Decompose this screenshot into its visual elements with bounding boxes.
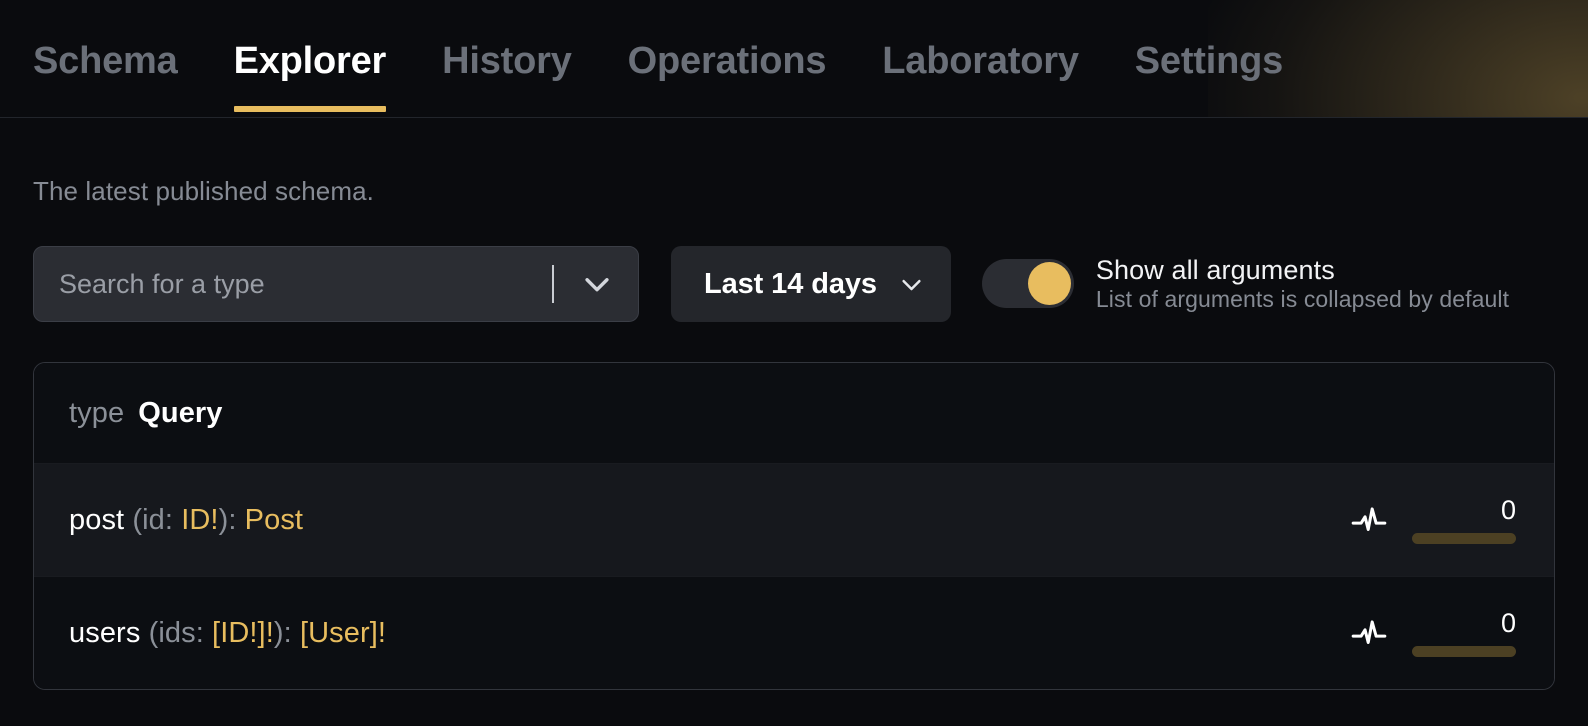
field-token-punct: ): bbox=[218, 503, 245, 536]
field-token-type: ID! bbox=[181, 503, 219, 536]
search-input[interactable] bbox=[59, 268, 546, 300]
date-range-selector[interactable]: Last 14 days bbox=[671, 246, 951, 322]
type-card: type Query post (id: ID!): Post 0 users (i… bbox=[33, 362, 1555, 690]
type-card-header: type Query bbox=[34, 363, 1554, 463]
field-token-punct: (id: bbox=[124, 503, 182, 536]
activity-pulse-icon bbox=[1350, 614, 1388, 652]
chevron-down-icon bbox=[898, 271, 925, 298]
metric-value: 0 bbox=[1500, 607, 1516, 638]
field-signature: post (id: ID!): Post bbox=[69, 504, 1350, 537]
metric-progress-track bbox=[1412, 532, 1516, 544]
field-usage-metric: 0 bbox=[1350, 494, 1516, 544]
toggle-knob bbox=[1027, 262, 1071, 306]
tab-settings[interactable]: Settings bbox=[1134, 40, 1284, 82]
tab-laboratory[interactable]: Laboratory bbox=[882, 40, 1079, 82]
field-token-punct: (ids: bbox=[140, 616, 213, 649]
activity-pulse-icon bbox=[1350, 501, 1388, 539]
toggle-title: Show all arguments bbox=[1095, 255, 1335, 285]
metric-body: 0 bbox=[1412, 494, 1516, 544]
page-subtitle: The latest published schema. bbox=[33, 176, 374, 206]
field-token-name: post bbox=[69, 503, 125, 536]
field-row[interactable]: post (id: ID!): Post 0 bbox=[34, 463, 1554, 576]
toggle-text-block: Show all arguments List of arguments is … bbox=[1096, 255, 1509, 313]
tab-explorer[interactable]: Explorer bbox=[233, 0, 386, 117]
field-usage-metric: 0 bbox=[1350, 607, 1516, 657]
field-list: post (id: ID!): Post 0 users (ids: [ID!]!)… bbox=[34, 463, 1554, 689]
metric-body: 0 bbox=[1412, 607, 1516, 657]
date-range-label: Last 14 days bbox=[704, 267, 877, 300]
field-signature: users (ids: [ID!]!): [User]! bbox=[69, 617, 1350, 650]
tab-list: Schema Explorer History Operations Laborator… bbox=[0, 0, 1588, 117]
filter-toolbar: Last 14 days Show all arguments List of … bbox=[33, 246, 1555, 322]
field-token-name: users bbox=[69, 616, 141, 649]
field-token-punct: ): bbox=[273, 616, 300, 649]
field-token-type: [User]! bbox=[299, 616, 387, 649]
tab-operations[interactable]: Operations bbox=[627, 40, 827, 82]
metric-progress-track bbox=[1412, 645, 1516, 657]
field-row[interactable]: users (ids: [ID!]!): [User]! 0 bbox=[34, 576, 1554, 689]
field-token-type: [ID!]! bbox=[212, 616, 274, 649]
chevron-down-icon[interactable] bbox=[580, 267, 614, 301]
tab-schema[interactable]: Schema bbox=[33, 40, 178, 82]
show-all-arguments-control: Show all arguments List of arguments is … bbox=[981, 255, 1509, 313]
search-divider bbox=[552, 265, 554, 303]
field-token-type: Post bbox=[244, 503, 304, 536]
metric-value: 0 bbox=[1500, 494, 1516, 525]
top-tab-bar: Schema Explorer History Operations Laborator… bbox=[0, 0, 1588, 118]
show-all-arguments-toggle[interactable] bbox=[981, 259, 1074, 309]
main-content: The latest published schema. Last 14 day… bbox=[0, 118, 1588, 725]
type-name: Query bbox=[138, 396, 223, 429]
type-search-box[interactable] bbox=[33, 246, 639, 322]
type-keyword: type bbox=[69, 396, 125, 429]
tab-history[interactable]: History bbox=[442, 40, 572, 82]
toggle-subtitle: List of arguments is collapsed by defaul… bbox=[1095, 286, 1510, 313]
